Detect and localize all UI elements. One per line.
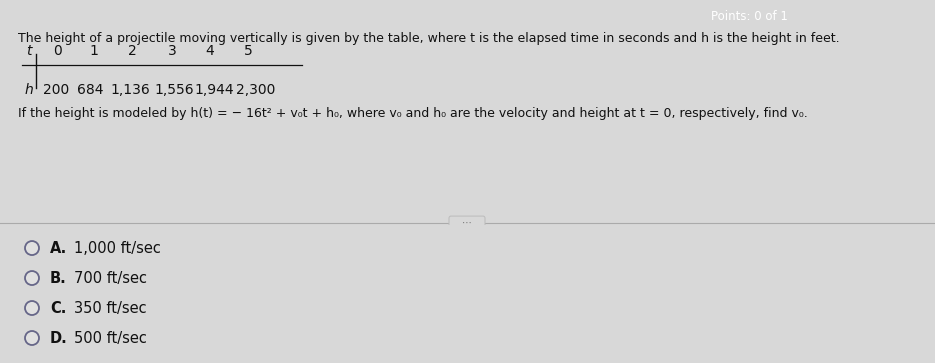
- Circle shape: [25, 271, 39, 285]
- Circle shape: [25, 301, 39, 315]
- Text: 2: 2: [127, 44, 137, 58]
- Text: C.: C.: [50, 301, 66, 315]
- Text: 5: 5: [244, 44, 252, 58]
- Circle shape: [25, 241, 39, 255]
- FancyBboxPatch shape: [449, 216, 485, 232]
- Text: 3: 3: [167, 44, 177, 58]
- Text: D.: D.: [50, 330, 67, 346]
- Text: t: t: [26, 44, 32, 58]
- Text: Points: 0 of 1: Points: 0 of 1: [711, 10, 787, 23]
- Text: The height of a projectile moving vertically is given by the table, where t is t: The height of a projectile moving vertic…: [18, 32, 840, 45]
- Text: 0: 0: [53, 44, 63, 58]
- Text: 350 ft/sec: 350 ft/sec: [74, 301, 147, 315]
- Text: 4: 4: [206, 44, 214, 58]
- Text: B.: B.: [50, 270, 66, 286]
- Text: 684: 684: [77, 83, 103, 97]
- Text: 1,000 ft/sec: 1,000 ft/sec: [74, 241, 161, 256]
- Text: 200: 200: [43, 83, 69, 97]
- Text: If the height is modeled by h(t) = − 16t² + v₀t + h₀, where v₀ and h₀ are the ve: If the height is modeled by h(t) = − 16t…: [18, 107, 808, 120]
- Circle shape: [25, 331, 39, 345]
- Text: A.: A.: [50, 241, 67, 256]
- Text: 1,944: 1,944: [194, 83, 234, 97]
- Text: ⋯: ⋯: [462, 217, 472, 228]
- Text: 500 ft/sec: 500 ft/sec: [74, 330, 147, 346]
- Text: 1,556: 1,556: [154, 83, 194, 97]
- Text: 2,300: 2,300: [237, 83, 276, 97]
- Text: 700 ft/sec: 700 ft/sec: [74, 270, 147, 286]
- Text: 1,136: 1,136: [110, 83, 150, 97]
- Text: h: h: [24, 83, 34, 97]
- Text: 1: 1: [90, 44, 98, 58]
